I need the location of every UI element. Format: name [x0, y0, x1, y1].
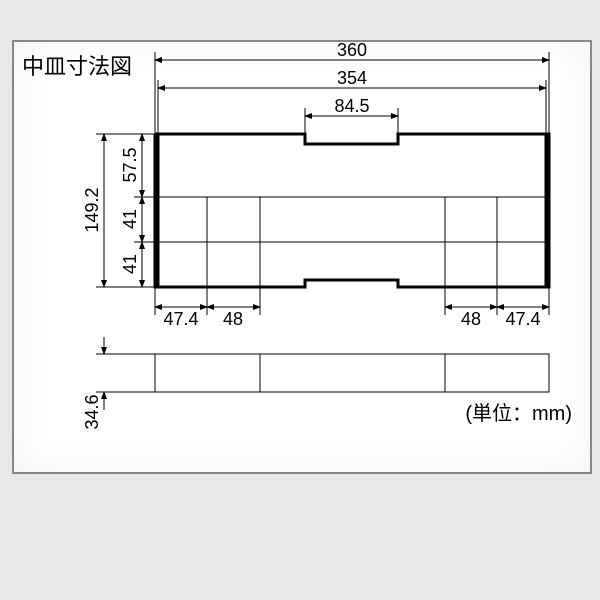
dim-label-47-4-r: 47.4 [505, 309, 540, 329]
dimension-drawing: 中皿寸法図 360 354 84.5 149.2 57.5 41 41 47.4… [14, 42, 590, 472]
dim-label-41b: 41 [120, 254, 140, 274]
dim-label-149-2: 149.2 [82, 187, 102, 232]
dim-label-34-6: 34.6 [82, 394, 102, 429]
dim-label-48-r: 48 [461, 309, 481, 329]
top-view-outline [155, 134, 549, 287]
dim-label-48-l: 48 [223, 309, 243, 329]
dim-label-84-5: 84.5 [334, 96, 369, 116]
dim-label-41a: 41 [120, 209, 140, 229]
dim-label-354: 354 [337, 68, 367, 88]
dim-label-360: 360 [337, 42, 367, 60]
unit-label: (単位：mm) [465, 402, 572, 425]
dim-label-57-5: 57.5 [120, 147, 140, 182]
drawing-title: 中皿寸法図 [22, 54, 132, 79]
diagram-frame: 中皿寸法図 360 354 84.5 149.2 57.5 41 41 47.4… [12, 40, 592, 474]
side-view-rect [155, 354, 549, 392]
dim-label-47-4-l: 47.4 [163, 309, 198, 329]
